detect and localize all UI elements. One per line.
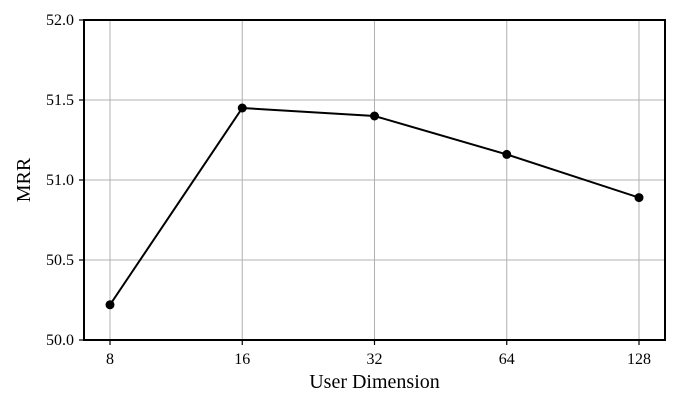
data-point — [370, 111, 379, 121]
plot-area-frame — [83, 19, 666, 341]
x-axis-title: User Dimension — [309, 371, 440, 393]
data-point — [502, 149, 512, 159]
x-tick-label: 8 — [106, 351, 114, 368]
y-tick-label: 50.0 — [46, 332, 74, 349]
x-tick-label: 32 — [367, 351, 383, 368]
grid-lines — [84, 19, 665, 341]
y-tick-label: 50.5 — [46, 252, 74, 269]
x-tick-label: 128 — [627, 351, 651, 368]
axis-ticks: 8 16 32 64 128 50.0 50.5 51.0 51.5 52.0 — [46, 12, 651, 368]
y-tick-label: 51.5 — [46, 92, 74, 109]
data-point — [634, 193, 644, 203]
y-axis-title: MRR — [13, 157, 35, 202]
y-tick-label: 52.0 — [46, 12, 74, 29]
data-point — [237, 103, 247, 113]
data-point — [105, 300, 115, 310]
x-tick-label: 64 — [499, 351, 515, 368]
series-group — [105, 103, 644, 310]
x-tick-label: 16 — [234, 351, 250, 368]
y-tick-label: 51.0 — [46, 172, 74, 189]
